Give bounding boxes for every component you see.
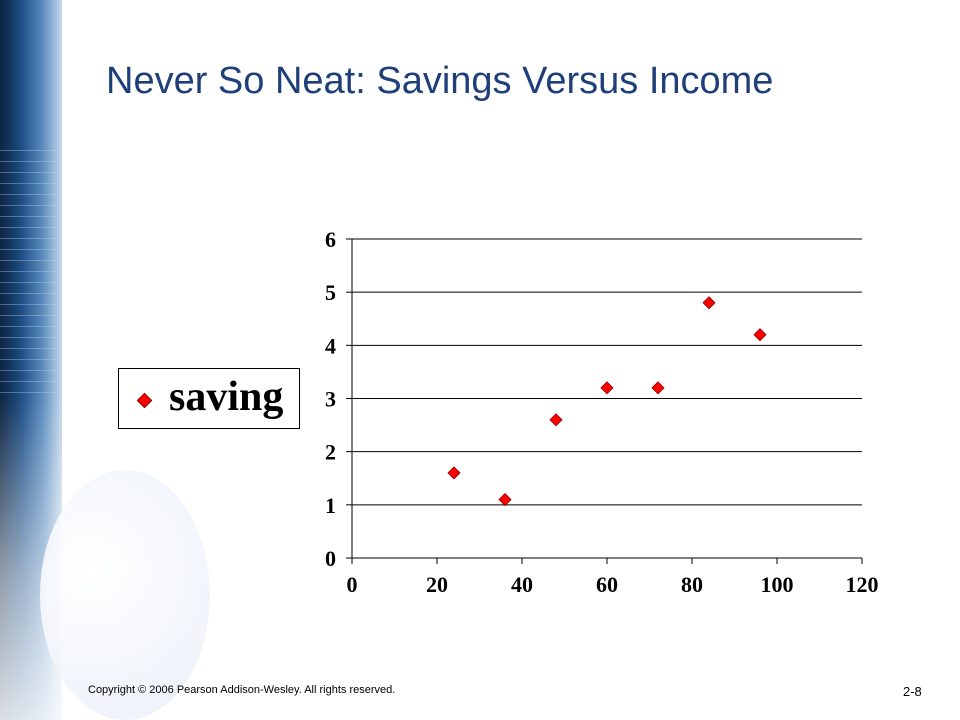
x-tick-label: 0 [347,572,358,597]
data-point [447,466,461,480]
x-tick-label: 80 [681,572,703,597]
x-tick-label: 40 [511,572,533,597]
copyright-footer: Copyright © 2006 Pearson Addison-Wesley.… [88,684,396,696]
data-point [753,328,767,342]
y-tick-label: 4 [325,333,336,358]
y-tick-label: 5 [325,280,336,305]
slide-number: 2-8 [903,684,922,699]
data-point [600,381,614,395]
y-tick-label: 2 [325,440,336,465]
music-notes-decoration [0,140,62,400]
slide-title: Never So Neat: Savings Versus Income [106,60,774,102]
y-tick-label: 0 [325,546,336,571]
legend-marker-diamond [136,392,153,409]
y-tick-label: 1 [325,493,336,518]
decorative-side-band [0,0,62,720]
data-point [651,381,665,395]
data-point [498,492,512,507]
data-point [702,296,716,310]
decorative-swoosh [40,470,210,720]
chart-legend: saving [118,368,300,429]
x-tick-label: 120 [846,572,879,597]
legend-label: saving [169,374,284,420]
data-point [549,413,563,427]
y-tick-label: 3 [325,387,336,412]
x-tick-label: 100 [761,572,794,597]
x-tick-label: 20 [426,572,448,597]
x-tick-label: 60 [596,572,618,597]
y-tick-label: 6 [325,227,336,252]
